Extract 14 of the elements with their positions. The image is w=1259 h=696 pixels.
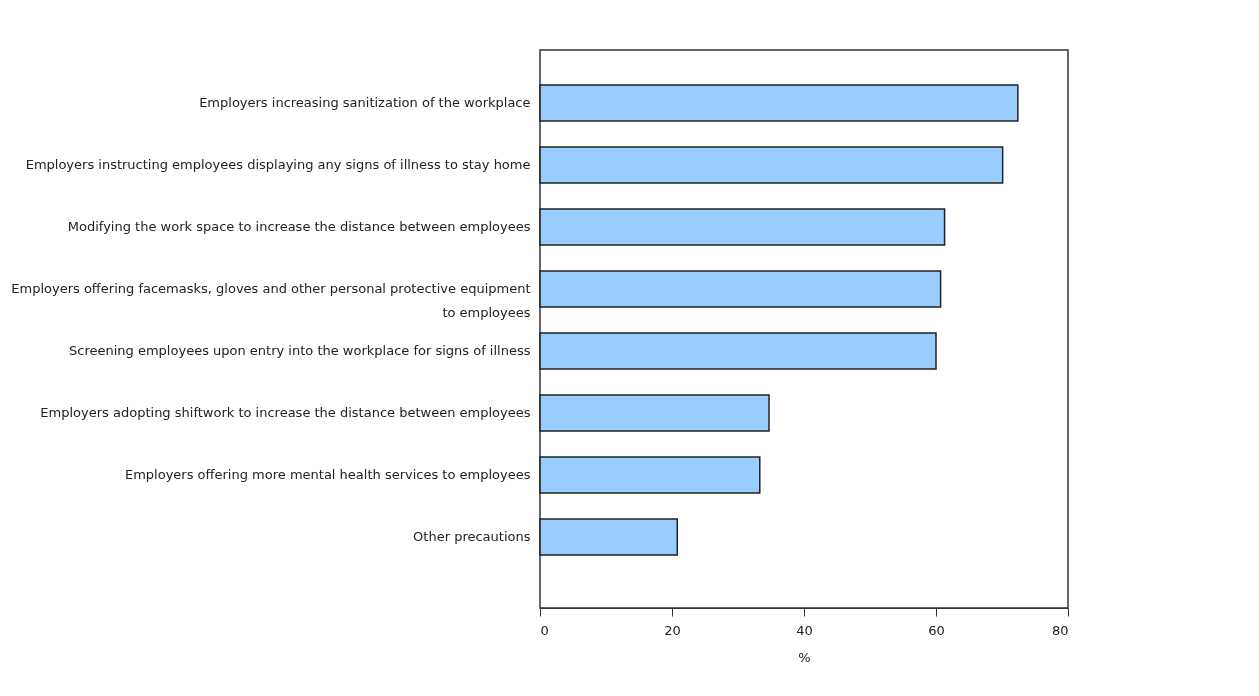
y-tick-label: Employers increasing sanitization of the workplace — [199, 95, 531, 110]
x-tick-label: 40 — [796, 622, 813, 638]
x-tick-label: 60 — [928, 622, 945, 638]
y-tick-label: Screening employees upon entry into the workplace for signs of illness — [69, 343, 531, 358]
y-tick-label: Employers offering facemasks, gloves and other personal protective equipment to employees — [11, 281, 531, 320]
y-tick-label: Employers adopting shiftwork to increase the distance between employees — [40, 405, 531, 420]
x-tick-label: 80 — [1051, 622, 1069, 638]
y-tick-label: Employers instructing employees displaying any signs of illness to stay home — [25, 157, 531, 172]
x-axis-title: % — [798, 649, 811, 665]
y-tick-label: Modifying the work space to increase the distance between employees — [67, 219, 531, 234]
x-tick-label: 0 — [540, 622, 549, 638]
y-tick-label: Employers offering more mental health services to employees — [124, 467, 531, 482]
x-tick-label: 20 — [664, 622, 681, 638]
y-tick-label: Other precautions — [413, 529, 531, 544]
